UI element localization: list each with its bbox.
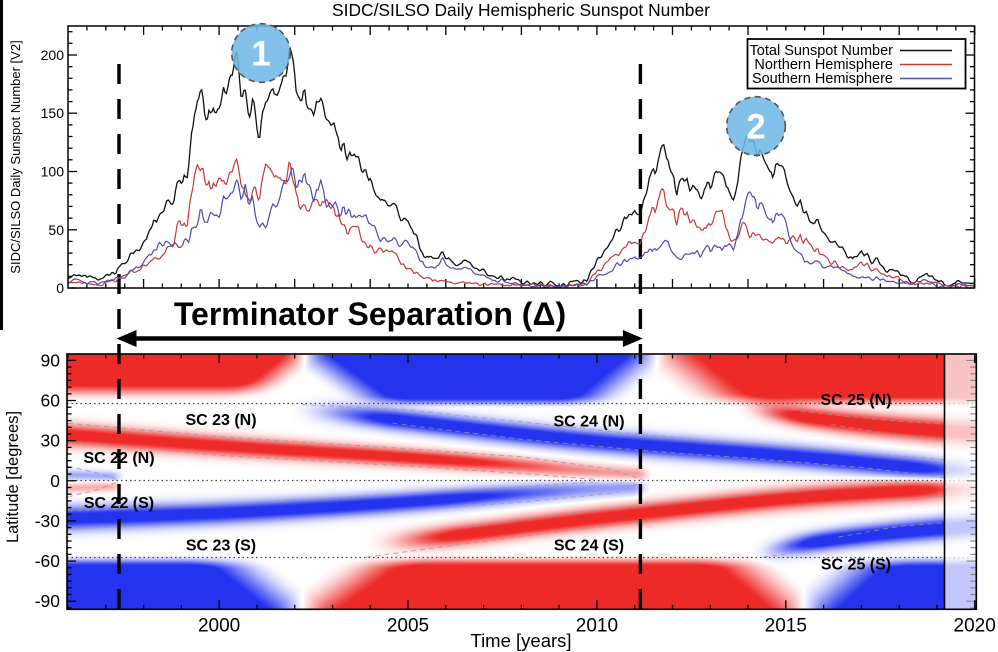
svg-text:Latitude [degrees]: Latitude [degrees] [4,411,22,543]
svg-text:Time [years]: Time [years] [470,630,571,651]
svg-text:1: 1 [251,35,270,74]
svg-text:90: 90 [41,350,61,370]
svg-text:SC 25 (S): SC 25 (S) [821,557,891,574]
svg-text:Southern Hemisphere: Southern Hemisphere [752,71,893,87]
svg-text:SC 24 (S): SC 24 (S) [554,538,624,555]
svg-text:-60: -60 [35,551,61,571]
svg-text:-30: -30 [35,511,61,531]
svg-text:2015: 2015 [765,615,807,636]
svg-text:-90: -90 [35,591,61,611]
svg-text:2005: 2005 [387,615,429,636]
svg-text:2000: 2000 [198,615,240,636]
svg-text:SIDC/SILSO Daily Hemispheric S: SIDC/SILSO Daily Hemispheric Sunspot Num… [332,0,710,20]
svg-text:SC 23 (N): SC 23 (N) [185,412,256,429]
svg-text:Total Sunspot Number: Total Sunspot Number [750,43,894,59]
svg-text:SC 25 (N): SC 25 (N) [820,392,891,409]
svg-text:0: 0 [50,471,60,491]
svg-text:SC 23 (S): SC 23 (S) [186,538,256,555]
svg-text:50: 50 [48,222,64,238]
svg-text:150: 150 [41,105,65,121]
svg-text:30: 30 [41,431,61,451]
svg-text:2: 2 [746,108,765,147]
svg-text:100: 100 [41,164,65,180]
svg-text:2010: 2010 [576,615,618,636]
svg-text:Terminator Separation (Δ): Terminator Separation (Δ) [174,296,566,332]
svg-text:0: 0 [56,280,64,296]
svg-text:SIDC/SILSO Daily Sunspot Numbe: SIDC/SILSO Daily Sunspot Number [V2] [8,40,23,273]
svg-text:Northern Hemisphere: Northern Hemisphere [754,57,893,73]
svg-text:SC 24 (N): SC 24 (N) [553,414,624,431]
svg-text:60: 60 [41,391,61,411]
svg-text:200: 200 [41,47,65,63]
svg-text:2020: 2020 [954,615,996,636]
